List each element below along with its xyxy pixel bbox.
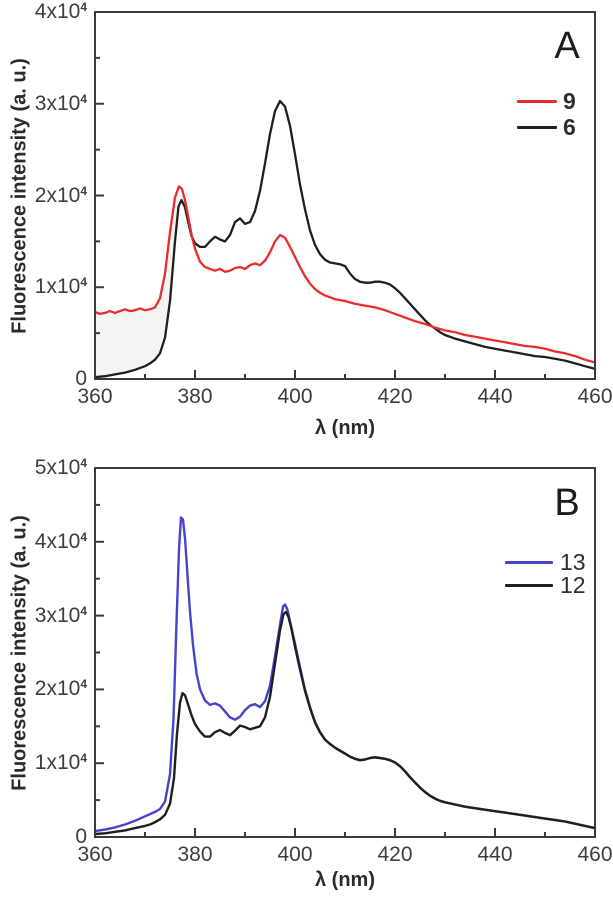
panel-a-letter: A xyxy=(554,25,580,67)
exponent: 4 xyxy=(80,677,87,692)
series-9-curve xyxy=(93,185,597,364)
x-tick-label: 400 xyxy=(277,385,313,408)
y-tick-label: 4x104 xyxy=(34,529,87,553)
exponent: 4 xyxy=(80,91,87,106)
panel-b-y-axis-title: Fluorescence intensity (a. u.) xyxy=(8,515,31,791)
x-tick-label: 460 xyxy=(577,843,613,866)
plot-border xyxy=(94,467,596,838)
y-tick-label: 3x104 xyxy=(34,91,87,115)
y-tick-label: 2x104 xyxy=(34,183,87,207)
x-tick-label: 460 xyxy=(577,385,613,408)
y-tick-label: 5x104 xyxy=(34,456,87,479)
series-13-curve xyxy=(93,516,597,833)
y-tick-label: 4x104 xyxy=(34,0,87,23)
fill-between-region xyxy=(95,186,179,378)
exponent: 4 xyxy=(80,275,87,290)
panel-b-x-axis-title: λ (nm) xyxy=(315,869,375,891)
exponent: 4 xyxy=(80,456,87,470)
x-tick-label: 380 xyxy=(177,843,213,866)
x-tick-label: 420 xyxy=(377,843,413,866)
legend-label-series-6: 6 xyxy=(563,114,576,140)
y-tick-label: 1x104 xyxy=(34,751,87,775)
series-6-curve xyxy=(93,99,597,379)
legend-label-series-12: 12 xyxy=(560,572,586,598)
exponent: 4 xyxy=(80,751,87,766)
x-tick-label: 440 xyxy=(477,385,513,408)
panel-b-letter: B xyxy=(554,482,580,524)
exponent: 4 xyxy=(80,603,87,618)
exponent: 4 xyxy=(80,529,87,544)
y-tick-label: 0 xyxy=(75,825,87,848)
panel-b: Fluorescence intensity (a. u.) λ (nm) B … xyxy=(0,451,613,902)
x-tick-label: 360 xyxy=(77,843,113,866)
panel-b-plot xyxy=(93,467,597,838)
series-12-curve xyxy=(93,610,597,836)
exponent: 4 xyxy=(80,183,87,198)
panel-a: Fluorescence intensity (a. u.) λ (nm) A … xyxy=(8,0,613,440)
legend-line-series-12 xyxy=(505,584,553,587)
legend-label-series-9: 9 xyxy=(563,88,576,114)
panel-a-x-axis-title: λ (nm) xyxy=(315,417,375,439)
plot-border xyxy=(94,11,596,380)
exponent: 4 xyxy=(80,0,87,14)
panel-a-plot xyxy=(93,11,597,380)
legend-line-series-9 xyxy=(517,100,557,103)
legend-label-series-13: 13 xyxy=(560,549,586,575)
y-tick-label: 2x104 xyxy=(34,677,87,701)
legend-line-series-6 xyxy=(517,126,557,129)
x-tick-label: 420 xyxy=(377,385,413,408)
y-tick-label: 0 xyxy=(75,367,87,390)
legend-line-series-13 xyxy=(505,561,553,564)
x-tick-label: 380 xyxy=(177,385,213,408)
y-tick-label: 1x104 xyxy=(34,275,87,299)
x-tick-label: 440 xyxy=(477,843,513,866)
x-tick-label: 360 xyxy=(77,385,113,408)
y-tick-label: 3x104 xyxy=(34,603,87,627)
panel-a-y-axis-title: Fluorescence intensity (a. u.) xyxy=(8,58,31,334)
x-tick-label: 400 xyxy=(277,843,313,866)
